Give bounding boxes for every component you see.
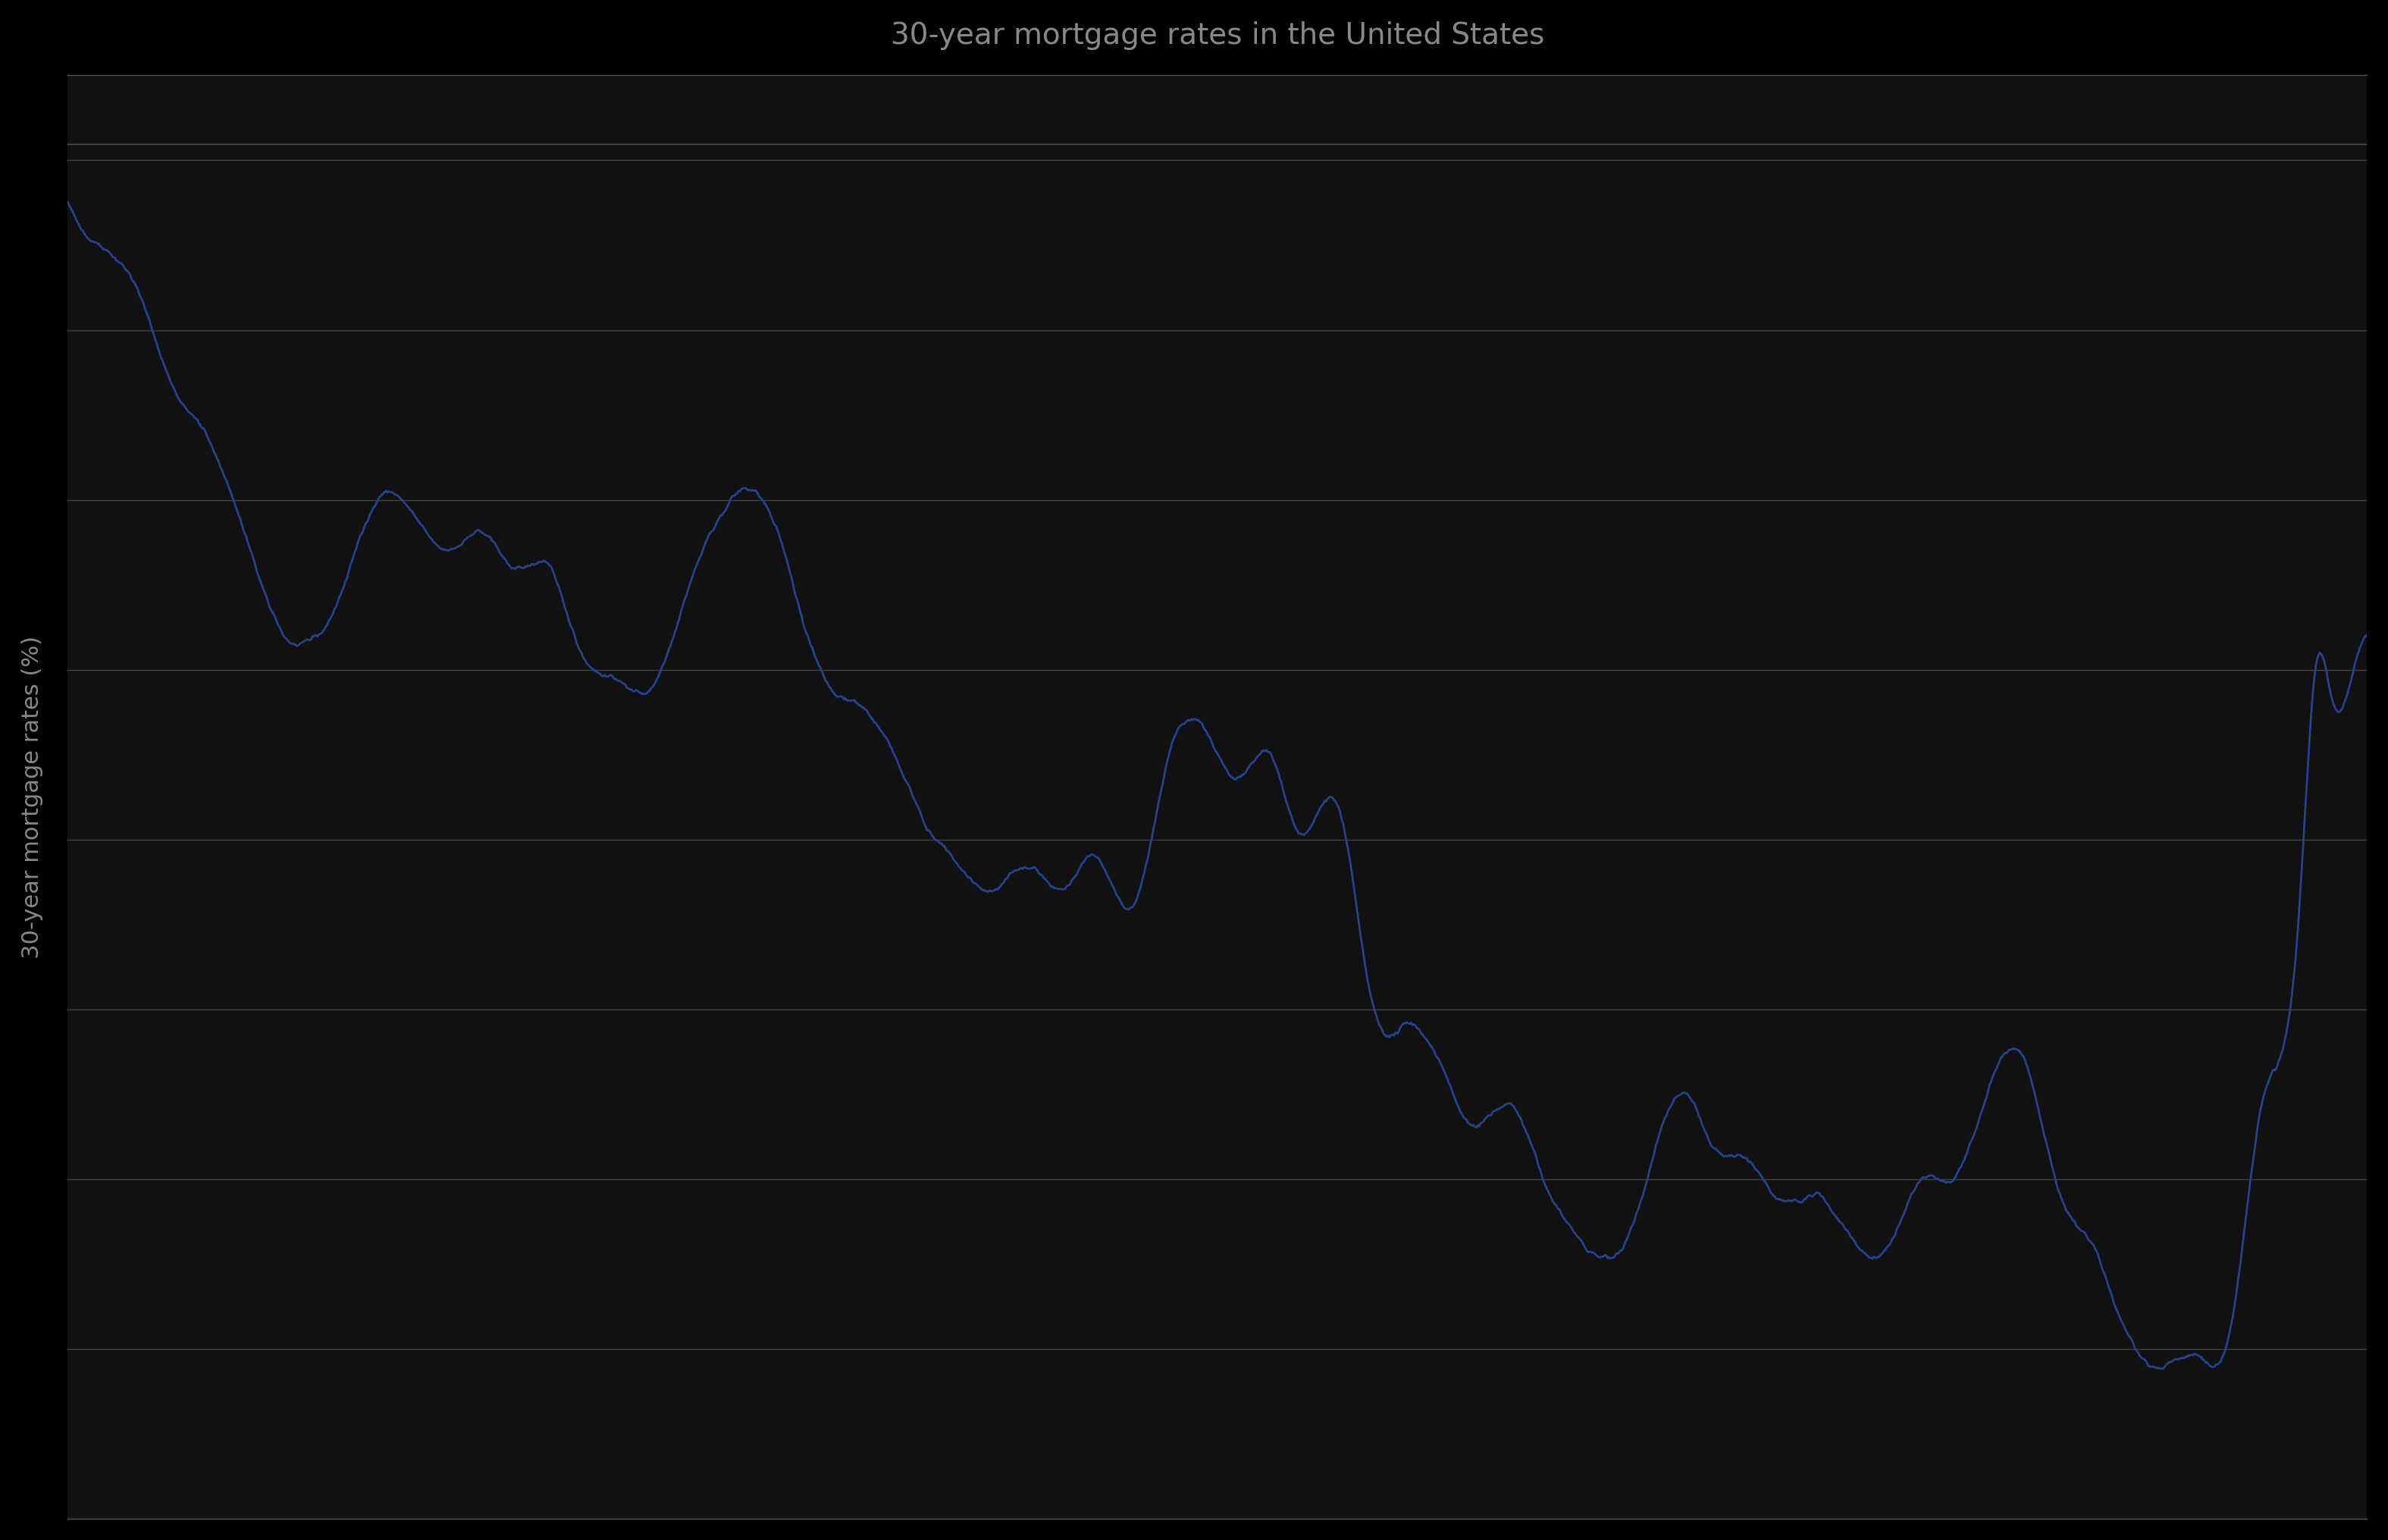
Title: 30-year mortgage rates in the United States: 30-year mortgage rates in the United Sta… (891, 22, 1545, 49)
Y-axis label: 30-year mortgage rates (%): 30-year mortgage rates (%) (21, 636, 43, 958)
